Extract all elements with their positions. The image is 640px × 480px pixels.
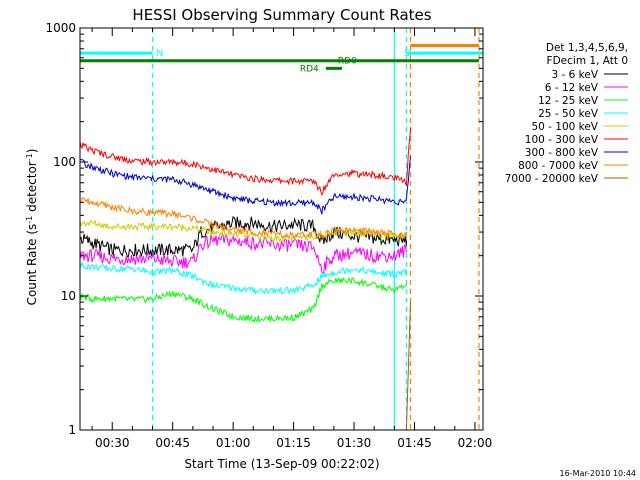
series-line-1: [79, 233, 407, 275]
footer-timestamp: 16-Mar-2010 10:44: [560, 469, 637, 478]
y-tick-label-1: 10: [61, 289, 76, 303]
y-axis-label-sup2: -1: [25, 153, 34, 161]
x-tick-label-0: 00:30: [95, 436, 130, 450]
series-group: [79, 127, 411, 431]
series-line-7: [79, 197, 407, 241]
legend-label-8: 7000 - 20000 keV: [505, 173, 599, 185]
y-axis-label: Count Rate (s-1 detector-1): [25, 149, 40, 306]
legend-label-7: 800 - 7000 keV: [518, 160, 599, 172]
plot-frame: [79, 27, 484, 431]
legend-header-1: Det 1,3,4,5,6,9,: [546, 42, 628, 54]
y-axis-label-mid: detector: [25, 161, 39, 216]
y-tick-label-3: 1000: [45, 21, 76, 35]
y-axis-label-end: ): [25, 149, 39, 154]
legend-label-1: 6 - 12 keV: [545, 82, 599, 94]
series-line-5: [79, 127, 411, 196]
flag-label-0: N: [157, 49, 164, 59]
x-tick-label-6: 02:00: [458, 436, 493, 450]
series-line-8: [405, 302, 411, 431]
legend-label-4: 50 - 100 keV: [531, 121, 598, 133]
legend-header-2: FDecim 1, Att 0: [547, 55, 628, 67]
x-tick-label-5: 01:45: [397, 436, 432, 450]
y-tick-label-0: 1: [68, 423, 76, 437]
series-line-4: [79, 219, 407, 243]
y-axis-label-main: Count Rate (s: [25, 224, 39, 306]
chart-title: HESSI Observing Summary Count Rates: [132, 6, 431, 24]
series-line-2: [79, 276, 407, 323]
legend-label-2: 12 - 25 keV: [538, 95, 599, 107]
y-tick-label-2: 100: [53, 155, 76, 169]
series-line-0: [79, 216, 407, 258]
flag-label-1: S: [404, 49, 410, 59]
legend-label-5: 100 - 300 keV: [525, 134, 599, 146]
x-axis-label: Start Time (13-Sep-09 00:22:02): [184, 457, 379, 471]
legend: Det 1,3,4,5,6,9, FDecim 1, Att 0 3 - 6 k…: [505, 42, 628, 185]
legend-label-0: 3 - 6 keV: [551, 69, 598, 81]
x-tick-label-1: 00:45: [155, 436, 190, 450]
axes: 1 10 100 1000 00:30 00:45 01:00 01:15 01:30 01:45…: [45, 21, 492, 450]
legend-label-3: 25 - 50 keV: [538, 108, 599, 120]
x-tick-label-3: 01:15: [276, 436, 311, 450]
flag-label-4: RD4: [300, 64, 319, 74]
vertical-markers: [151, 28, 480, 430]
x-tick-label-2: 01:00: [216, 436, 251, 450]
series-line-6: [79, 156, 411, 215]
legend-label-6: 300 - 800 keV: [525, 147, 599, 159]
x-tick-label-4: 01:30: [337, 436, 372, 450]
flag-label-3: RD0: [338, 57, 357, 67]
flag-bars: N S RD0 RD4: [80, 44, 483, 74]
series-line-3: [79, 261, 407, 295]
y-axis-label-sup1: -1: [25, 216, 34, 224]
